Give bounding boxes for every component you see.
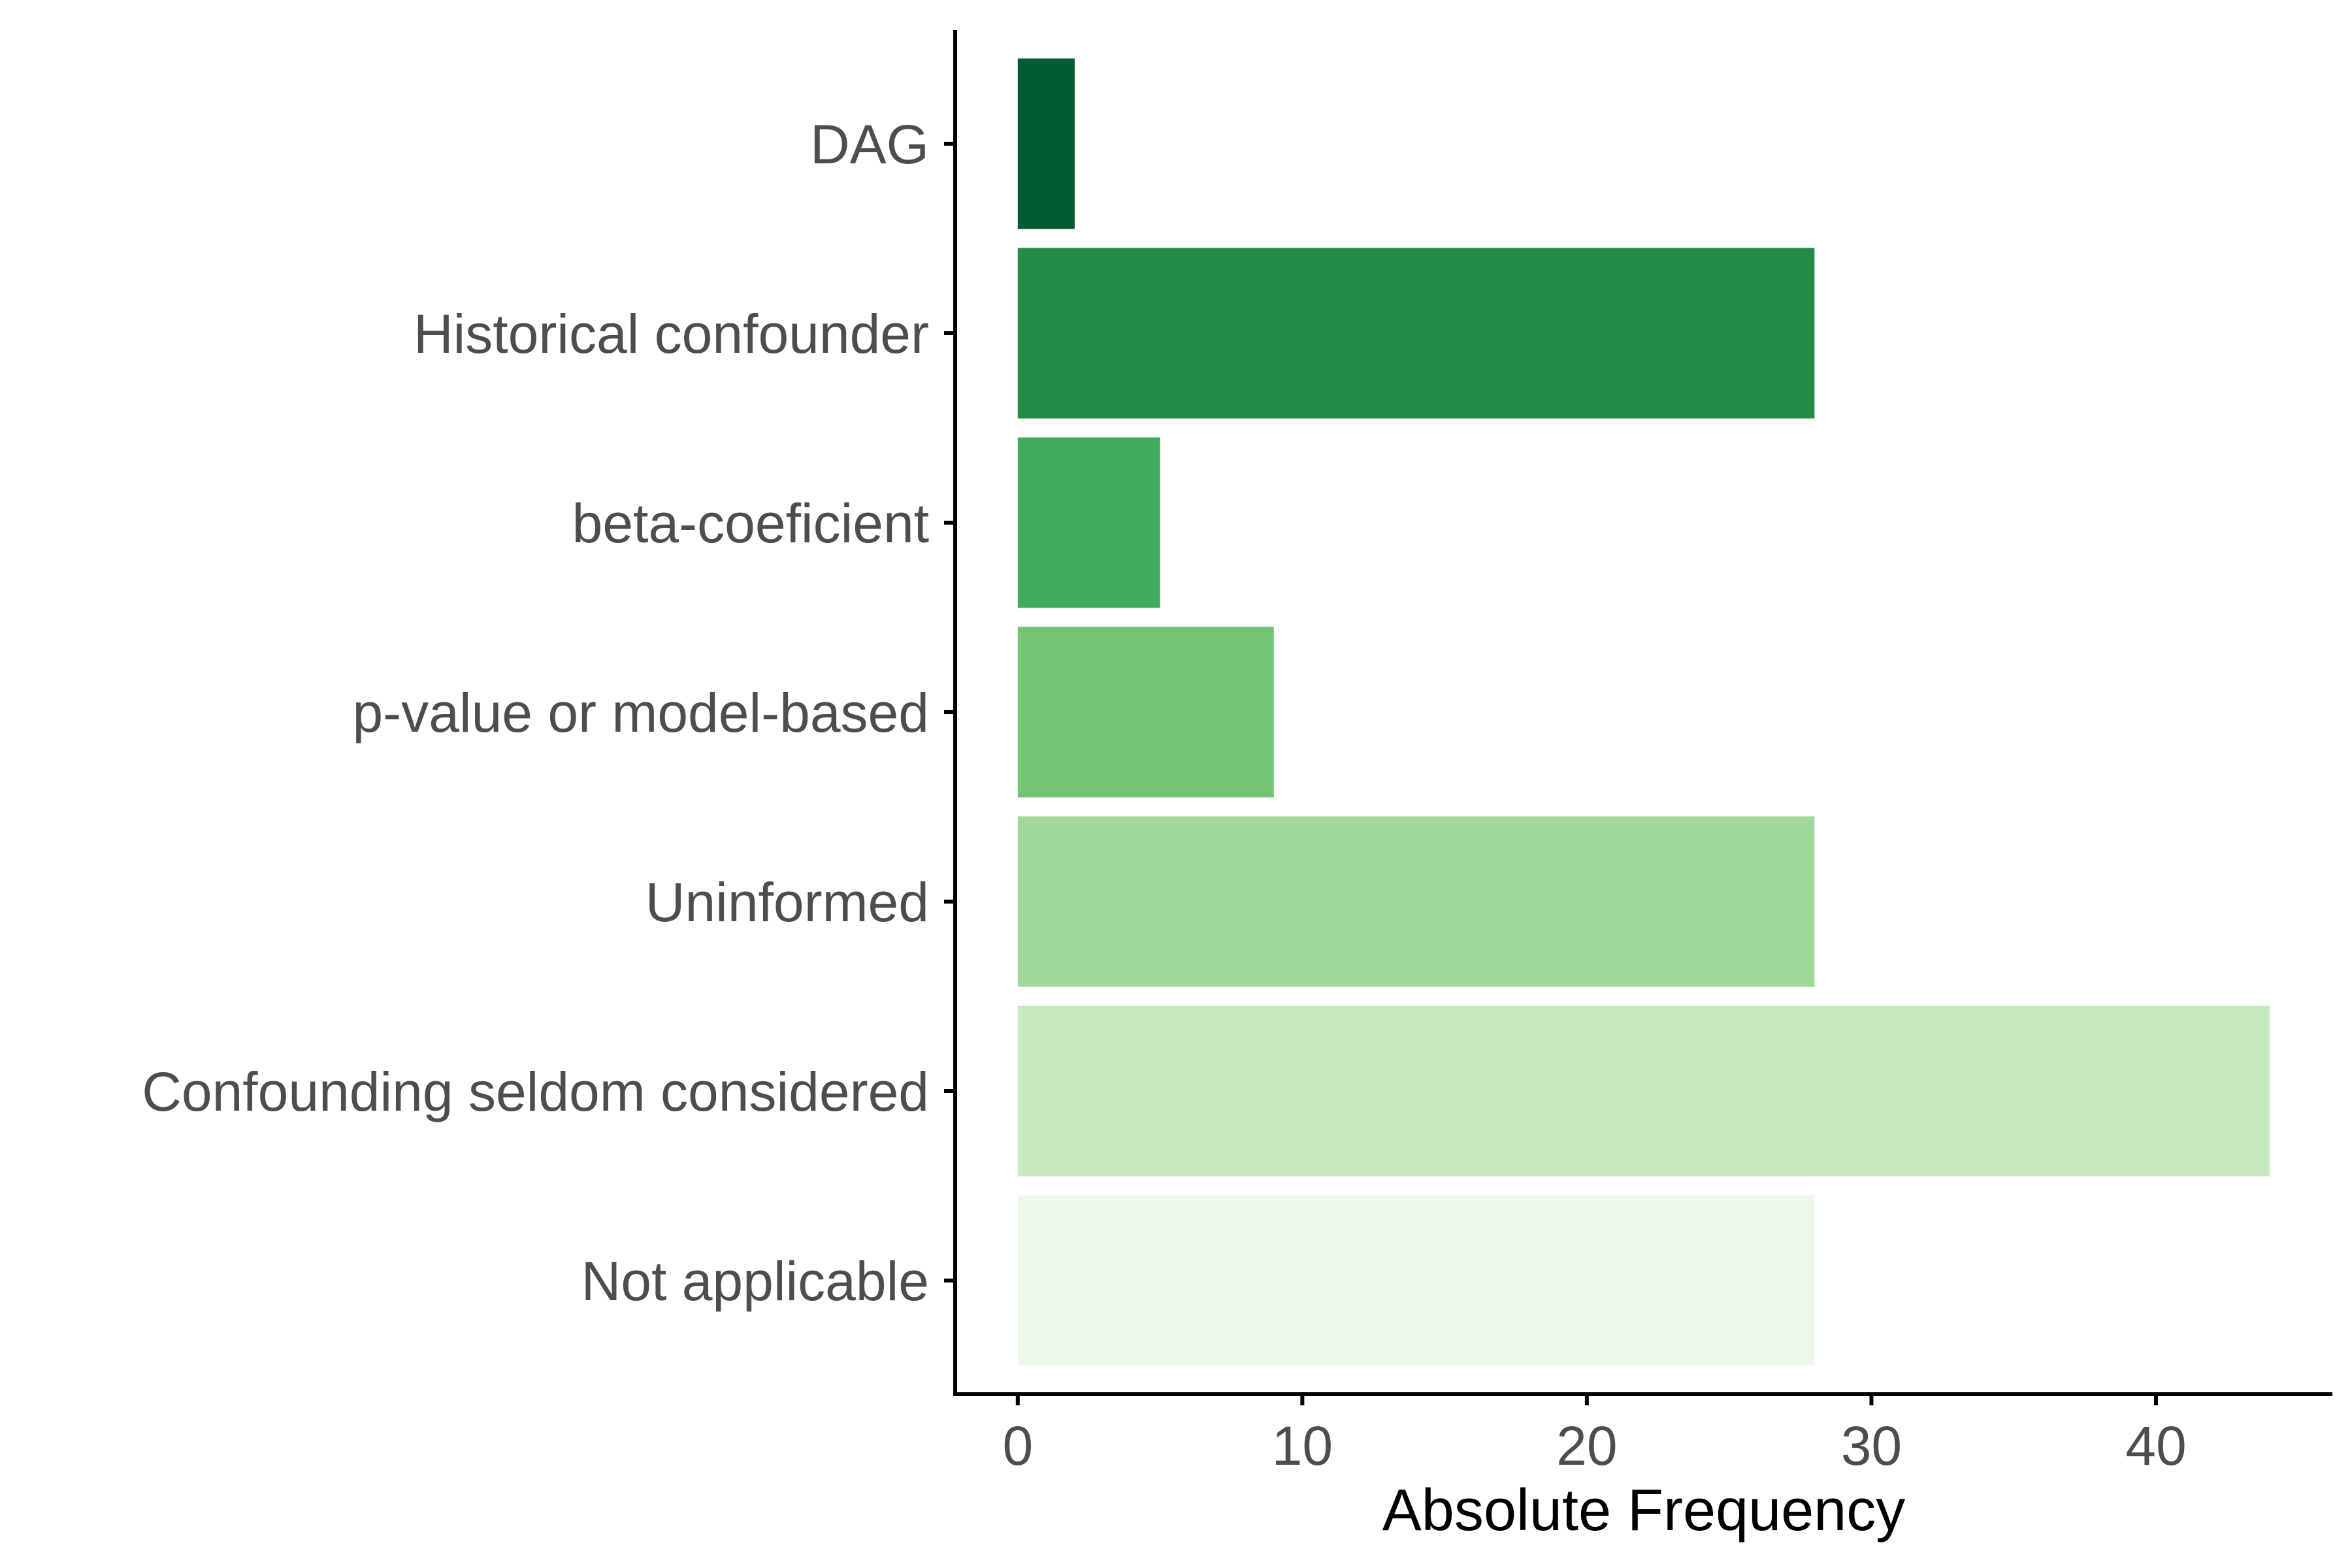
- bar: [1017, 1005, 2270, 1177]
- y-tick-label: Uninformed: [645, 872, 929, 933]
- bar: [1017, 248, 1815, 419]
- x-tick-label: 30: [1841, 1415, 1902, 1477]
- x-tick-label: 0: [1002, 1415, 1033, 1477]
- y-tick-label: Confounding seldom considered: [142, 1061, 929, 1122]
- x-tick-label: 10: [1272, 1415, 1333, 1477]
- x-tick-label: 40: [2125, 1415, 2186, 1477]
- y-tick-label: DAG: [810, 114, 929, 175]
- x-axis-title: Absolute Frequency: [1382, 1478, 1905, 1543]
- bar: [1017, 627, 1274, 798]
- bar: [1017, 1195, 1815, 1366]
- y-tick-label: Historical confounder: [414, 303, 929, 365]
- bars: [1017, 58, 2270, 1366]
- x-axis: 0 10 20 30 40: [953, 1392, 2332, 1477]
- y-tick-label: p-value or model-based: [353, 682, 930, 743]
- bar: [1017, 437, 1160, 608]
- x-tick-label: 20: [1556, 1415, 1617, 1477]
- y-tick-label: Not applicable: [581, 1250, 929, 1312]
- bar: [1017, 816, 1815, 987]
- y-tick-label: beta-coeficient: [572, 493, 929, 554]
- y-axis: DAG Historical confounder beta-coeficient p…: [142, 30, 957, 1394]
- bar: [1017, 58, 1075, 229]
